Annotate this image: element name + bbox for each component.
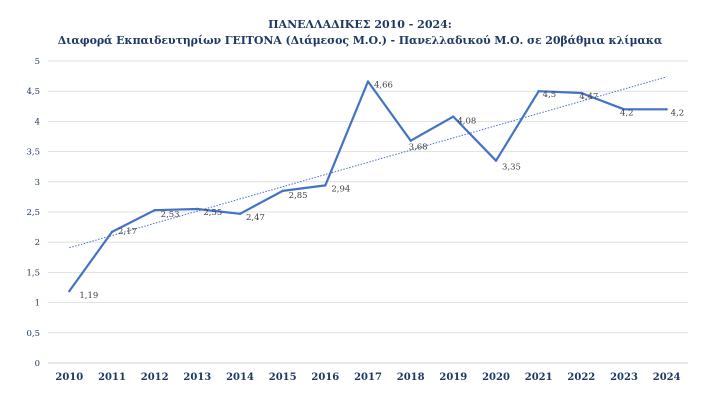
series-line	[68, 80, 667, 292]
y-tick-label: 0	[35, 359, 40, 369]
y-tick-label: 2	[35, 238, 40, 248]
data-label: 4,08	[457, 117, 476, 127]
y-axis-ticks: 0 0,5 1 1,5 2 2,5 3 3,5 4 4,5 5	[26, 57, 40, 369]
y-tick-label: 3,5	[26, 148, 40, 158]
data-point	[580, 91, 583, 95]
data-point	[196, 207, 199, 211]
data-point	[68, 289, 71, 293]
x-axis-ticks: 2010 2011 2012 2013 2014 2015 2016 2017 2018 2019…	[55, 372, 680, 383]
x-tick-label: 2019	[439, 372, 467, 383]
trendline-path	[69, 76, 667, 249]
data-label: 2,55	[203, 208, 222, 218]
data-point	[622, 108, 626, 111]
x-tick-label: 2016	[311, 372, 339, 383]
data-label: 4,66	[374, 81, 393, 91]
trendline	[69, 76, 667, 249]
y-tick-label: 3	[35, 178, 40, 188]
data-label: 3,68	[409, 143, 428, 153]
data-label: 2,47	[246, 213, 265, 223]
data-label: 3,35	[502, 163, 521, 173]
y-tick-label: 4	[35, 117, 40, 127]
data-label: 2,94	[331, 184, 350, 194]
x-tick-label: 2020	[482, 372, 510, 383]
data-point	[494, 159, 498, 162]
chart-title: ΠΑΝΕΛΛΑΔΙΚΕΣ 2010 - 2024:	[268, 18, 452, 31]
data-label: 2,17	[118, 227, 137, 237]
data-label: 4,47	[579, 92, 598, 102]
x-tick-label: 2022	[567, 372, 595, 383]
data-point	[409, 139, 412, 142]
data-label: 2,53	[161, 210, 180, 220]
x-tick-label: 2023	[610, 372, 638, 383]
y-tick-label: 5	[35, 57, 40, 67]
chart-subtitle: Διαφορά Εκπαιδευτηρίων ΓΕΙΤΟΝΑ (Διάμεσος…	[57, 34, 663, 47]
x-tick-label: 2017	[354, 372, 382, 383]
x-tick-label: 2013	[183, 372, 211, 383]
x-tick-label: 2011	[98, 372, 126, 383]
y-tick-label: 2,5	[26, 208, 40, 218]
data-point	[281, 189, 284, 193]
y-tick-label: 0,5	[26, 329, 40, 339]
data-point	[153, 208, 156, 212]
data-point	[324, 184, 327, 187]
x-tick-label: 2010	[55, 372, 83, 383]
data-label: 4,2	[620, 108, 634, 118]
data-label: 1,19	[79, 291, 98, 301]
data-series	[68, 80, 668, 293]
data-point	[110, 230, 114, 234]
data-point	[238, 212, 242, 216]
x-tick-label: 2021	[525, 372, 553, 383]
gridlines	[48, 60, 688, 364]
data-labels: 1,19 2,17 2,53 2,55 2,47 2,85 2,94 4,66 3,68 4,08…	[79, 81, 684, 302]
data-label: 2,85	[289, 191, 308, 201]
data-point	[665, 108, 668, 111]
data-label: 4,2	[671, 108, 685, 118]
data-point	[452, 115, 455, 118]
x-tick-label: 2015	[269, 372, 297, 383]
data-point	[366, 80, 370, 83]
x-tick-label: 2018	[397, 372, 425, 383]
y-tick-label: 4,5	[26, 87, 40, 97]
data-label: 4,5	[543, 90, 557, 100]
y-tick-label: 1	[35, 299, 40, 309]
data-point	[537, 90, 540, 93]
x-tick-label: 2024	[653, 372, 681, 383]
y-tick-label: 1,5	[26, 268, 40, 278]
x-tick-label: 2014	[226, 372, 254, 383]
x-tick-label: 2012	[141, 372, 169, 383]
